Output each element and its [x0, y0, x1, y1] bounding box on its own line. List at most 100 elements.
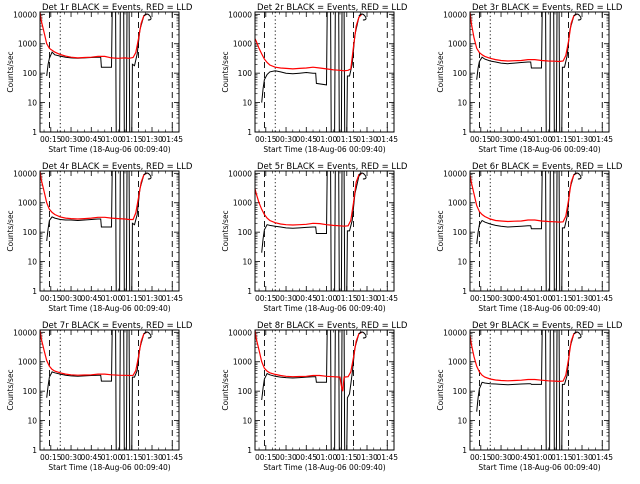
chart-panel-4: Det 4r BLACK = Events, RED = LLD 1 10 100 10…: [6, 162, 193, 313]
series-lld-line: [470, 331, 577, 383]
x-tick-label: 01:00: [531, 453, 553, 462]
x-tick-label: 00:15: [470, 294, 492, 303]
plot-area: [40, 330, 147, 450]
y-tick-label: 1000: [18, 199, 37, 208]
series-lld-line: [470, 172, 577, 223]
plot-frame: [39, 170, 180, 292]
chart-title: Det 8r BLACK = Events, RED = LLD: [257, 321, 408, 331]
y-tick-label: 1: [462, 287, 467, 296]
chart-panel-1: Det 1r BLACK = Events, RED = LLD 1 10 100 10…: [6, 3, 193, 154]
saturation-marker: [573, 13, 582, 21]
x-tick-label: 00:15: [255, 135, 277, 144]
x-axis-label: Start Time (18-Aug-06 00:09:40): [263, 463, 385, 472]
x-tick-label: 01:30: [356, 453, 378, 462]
y-tick-label: 10: [457, 99, 467, 108]
y-tick-label: 1000: [448, 40, 467, 49]
y-tick-label: 100: [453, 69, 468, 78]
y-tick-label: 10: [242, 99, 252, 108]
x-tick-label: 00:45: [295, 453, 317, 462]
series-lld-line: [255, 172, 362, 227]
y-tick-label: 100: [238, 228, 253, 237]
x-tick-label: 00:30: [275, 453, 297, 462]
y-tick-label: 1000: [18, 358, 37, 367]
x-axis-label: Start Time (18-Aug-06 00:09:40): [478, 304, 600, 313]
saturation-marker: [358, 13, 367, 21]
plot-area: [255, 330, 362, 450]
x-axis-label: Start Time (18-Aug-06 00:09:40): [263, 145, 385, 154]
x-tick-label: 00:30: [490, 135, 512, 144]
x-tick-label: 00:45: [80, 135, 102, 144]
x-tick-label: 00:15: [470, 453, 492, 462]
y-tick-label: 1000: [18, 40, 37, 49]
x-tick-label: 01:30: [571, 135, 593, 144]
x-tick-label: 00:45: [295, 294, 317, 303]
x-tick-label: 01:15: [336, 135, 358, 144]
y-tick-label: 10: [242, 417, 252, 426]
x-tick-label: 01:15: [336, 453, 358, 462]
y-tick-label: 1000: [448, 358, 467, 367]
x-tick-label: 01:00: [101, 453, 123, 462]
x-tick-label: 01:30: [571, 294, 593, 303]
series-events-line: [476, 171, 577, 291]
chart-panel-5: Det 5r BLACK = Events, RED = LLD 1 10 100 10…: [221, 162, 408, 313]
y-tick-label: 10000: [443, 169, 467, 178]
x-tick-label: 01:30: [356, 294, 378, 303]
x-tick-label: 01:00: [101, 135, 123, 144]
series-lld-line: [255, 13, 363, 72]
x-tick-label: 01:45: [591, 453, 613, 462]
series-events-line: [261, 12, 362, 132]
x-tick-label: 01:45: [376, 453, 398, 462]
y-axis-label: Counts/sec: [221, 369, 230, 410]
chart-title: Det 1r BLACK = Events, RED = LLD: [42, 3, 193, 13]
x-tick-label: 00:30: [60, 453, 82, 462]
y-tick-label: 100: [23, 387, 38, 396]
x-tick-label: 00:30: [275, 294, 297, 303]
y-tick-label: 1000: [233, 358, 252, 367]
y-axis-label: Counts/sec: [6, 51, 15, 92]
x-tick-label: 01:00: [531, 294, 553, 303]
y-tick-label: 1: [247, 446, 252, 455]
x-axis-label: Start Time (18-Aug-06 00:09:40): [48, 145, 170, 154]
saturation-marker: [143, 172, 152, 180]
x-tick-label: 01:00: [316, 135, 338, 144]
y-tick-label: 1000: [448, 199, 467, 208]
plot-frame: [469, 170, 610, 292]
y-tick-label: 1000: [233, 199, 252, 208]
x-tick-label: 01:15: [551, 294, 573, 303]
series-events-line: [476, 12, 577, 132]
y-tick-label: 10000: [13, 10, 37, 19]
saturation-marker: [143, 13, 152, 21]
y-tick-label: 100: [453, 387, 468, 396]
y-axis-label: Counts/sec: [436, 51, 445, 92]
x-tick-label: 00:15: [40, 453, 62, 462]
y-tick-label: 10000: [228, 328, 252, 337]
saturation-marker: [573, 172, 582, 180]
x-tick-label: 00:45: [510, 453, 532, 462]
y-tick-label: 1: [462, 446, 467, 455]
chart-title: Det 3r BLACK = Events, RED = LLD: [472, 3, 623, 13]
series-lld-line: [470, 12, 577, 63]
x-tick-label: 00:30: [490, 294, 512, 303]
plot-area: [40, 12, 147, 132]
series-lld-line: [255, 330, 362, 392]
plot-frame: [39, 329, 180, 451]
x-tick-label: 01:15: [121, 135, 143, 144]
y-tick-label: 1: [32, 446, 37, 455]
x-tick-label: 00:45: [80, 453, 102, 462]
series-lld-line: [40, 171, 147, 221]
x-tick-label: 01:30: [141, 453, 163, 462]
x-tick-label: 00:30: [490, 453, 512, 462]
x-tick-label: 01:15: [121, 294, 143, 303]
saturation-marker: [358, 331, 367, 339]
y-axis-label: Counts/sec: [6, 369, 15, 410]
y-tick-label: 100: [23, 228, 38, 237]
x-tick-label: 01:15: [551, 453, 573, 462]
y-tick-label: 10000: [228, 10, 252, 19]
plot-area: [470, 12, 577, 132]
chart-title: Det 9r BLACK = Events, RED = LLD: [472, 321, 623, 331]
plot-area: [255, 12, 363, 132]
y-tick-label: 100: [238, 69, 253, 78]
plot-area: [255, 171, 362, 291]
chart-title: Det 2r BLACK = Events, RED = LLD: [257, 3, 408, 13]
